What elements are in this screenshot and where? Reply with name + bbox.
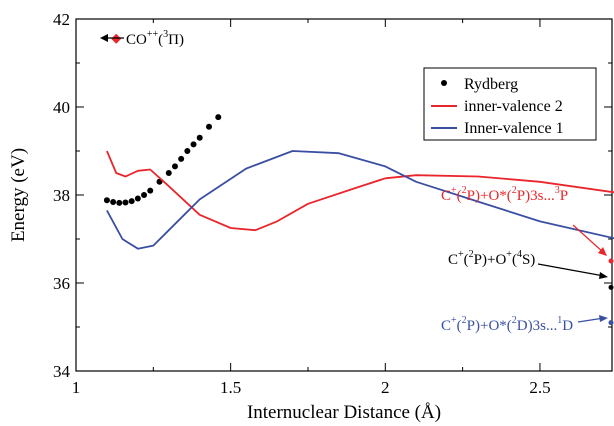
rydberg-point [178, 155, 185, 162]
rydberg-point [141, 192, 148, 198]
rydberg-point [122, 199, 129, 206]
x-axis-title: Internuclear Distance (Å) [247, 402, 441, 423]
annotation-superscript: 4 [517, 249, 522, 260]
inner-valence-2-line [106, 150, 614, 232]
rydberg-point [215, 114, 222, 121]
legend: Rydberg inner-valence 2 Inner-valence 1 [423, 67, 597, 141]
p3-arrowhead [598, 247, 607, 256]
annotation-superscript: + [451, 185, 457, 196]
annotation-text: ( [158, 32, 163, 48]
x-tick-label: 1 [72, 378, 81, 397]
annotation-superscript: ++ [147, 29, 159, 40]
s4-arrowhead [599, 272, 608, 279]
d1-annotation: C+(2P)+O*(2D)3s...1D [441, 315, 573, 334]
y-tick-label: 34 [53, 362, 71, 381]
marker-layer [111, 33, 614, 326]
1d-asymptote [608, 320, 614, 326]
annotation-text: C [441, 188, 451, 204]
annotation-text: P)+O [474, 252, 507, 268]
y-tick-label: 40 [53, 98, 70, 117]
annotation-text: S) [522, 252, 535, 268]
legend-iv1-label: Inner-valence 1 [464, 120, 564, 137]
annotation-superscript: 2 [512, 315, 517, 326]
annotation-text: ( [457, 318, 462, 334]
y-tick-label: 36 [53, 274, 70, 293]
annotation-text: D [562, 318, 573, 334]
annotation-text: CO [126, 32, 147, 48]
annotation-text: P)+O*( [467, 318, 512, 334]
d1-arrowhead [599, 315, 608, 322]
annotation-superscript: 2 [462, 315, 467, 326]
series-layer [103, 114, 614, 250]
s4-annotation: C+(2P)+O+(4S) [448, 249, 535, 268]
y-axis-title: Energy (eV) [8, 148, 29, 242]
p3-arrow [572, 224, 605, 254]
legend-iv2-label: inner-valence 2 [464, 98, 563, 115]
annotation-text: ( [464, 252, 469, 268]
annotation-superscript: 3 [555, 185, 560, 196]
rydberg-point [110, 199, 117, 206]
co-arrowhead [100, 34, 108, 42]
annotation-text: C [448, 252, 458, 268]
x-tick-label: 2 [381, 378, 390, 397]
annotation-text: D)3s... [517, 318, 557, 334]
annotation-superscript: 2 [469, 249, 474, 260]
3p-asymptote [608, 258, 614, 264]
x-tick-label: 1.5 [220, 378, 241, 397]
legend-rydberg-label: Rydberg [464, 76, 518, 93]
annotation-text: P)3s... [517, 188, 555, 204]
rydberg-point [196, 134, 203, 141]
rydberg-point [205, 123, 212, 130]
inner-valence-1-line [106, 150, 614, 250]
p3-annotation: C+(2P)+O*(2P)3s...3P [441, 185, 568, 204]
annotation-superscript: 2 [462, 185, 467, 196]
annotation-text: C [441, 318, 451, 334]
annotation-superscript: + [451, 315, 457, 326]
rydberg-point [116, 199, 123, 206]
y-tick-label: 38 [53, 186, 70, 205]
s4-arrow [537, 263, 605, 277]
annotation-superscript: 1 [557, 315, 562, 326]
annotation-superscript: + [506, 249, 512, 260]
annotation-arrows [100, 34, 608, 323]
annotation-superscript: 3 [163, 29, 168, 40]
y-tick-label: 42 [53, 10, 70, 29]
4s-asymptote [608, 284, 614, 290]
rydberg-point [134, 195, 141, 202]
rydberg-point [184, 148, 191, 154]
rydberg-point [128, 198, 135, 205]
rydberg-point [171, 163, 178, 170]
x-tick-label: 2.5 [529, 378, 550, 397]
rydberg-point [165, 170, 172, 176]
annotation-superscript: + [458, 249, 464, 260]
axis-ticks [75, 18, 612, 372]
rydberg-point [103, 197, 110, 204]
annotation-text: ( [512, 252, 517, 268]
annotation-text: ( [457, 188, 462, 204]
tick-labels: 11.522.533.543436384042 [53, 10, 551, 397]
co-annotation: CO++(3Π) [126, 29, 184, 48]
rydberg-point [190, 141, 197, 148]
annotation-text: P)+O*( [467, 188, 512, 204]
co-3-marker [111, 33, 122, 44]
rydberg-point [147, 187, 154, 194]
annotation-text: Π) [168, 32, 184, 48]
annotation-text: P [560, 188, 568, 204]
legend-rydberg-marker [441, 80, 447, 86]
annotation-superscript: 2 [512, 185, 517, 196]
